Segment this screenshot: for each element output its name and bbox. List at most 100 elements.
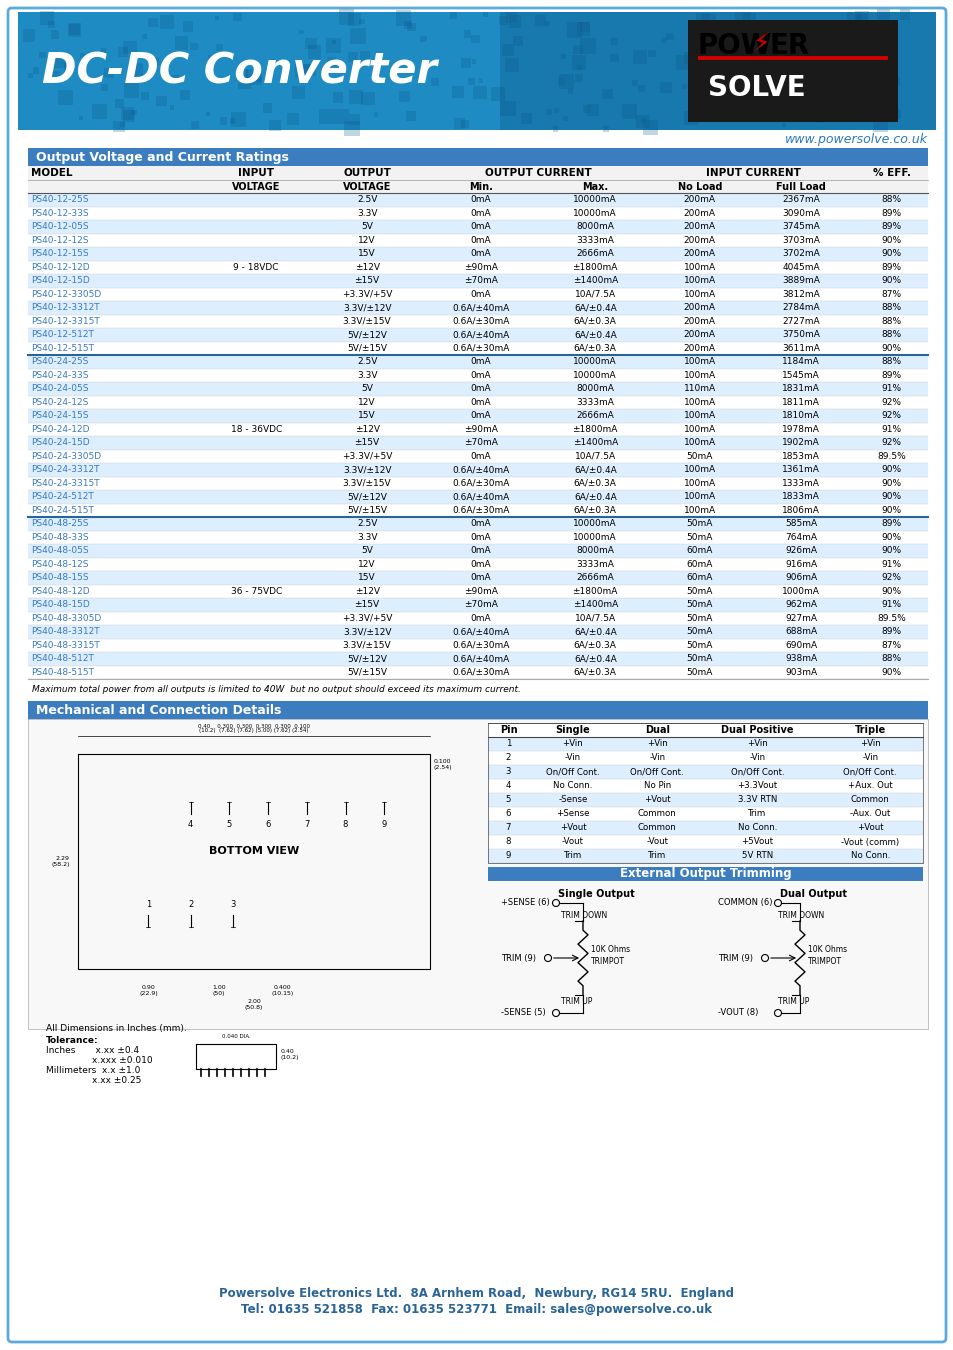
- Text: 89%: 89%: [881, 223, 901, 231]
- Text: 926mA: 926mA: [784, 547, 817, 555]
- Bar: [344, 120, 359, 136]
- Text: 0mA: 0mA: [471, 398, 491, 406]
- Text: 90%: 90%: [881, 506, 901, 514]
- Text: +Vout: +Vout: [559, 824, 586, 833]
- Bar: [488, 849, 923, 863]
- Text: PS40-48-33S: PS40-48-33S: [30, 533, 89, 541]
- Text: 916mA: 916mA: [784, 560, 817, 568]
- Bar: [816, 116, 823, 123]
- Text: Dual Positive: Dual Positive: [720, 725, 793, 734]
- Text: 15V: 15V: [358, 574, 375, 582]
- Text: 1831mA: 1831mA: [781, 385, 820, 393]
- Text: OUTPUT: OUTPUT: [343, 167, 391, 178]
- Text: PS40-12-515T: PS40-12-515T: [30, 344, 94, 352]
- Bar: [28, 369, 927, 382]
- Bar: [28, 220, 927, 234]
- Bar: [772, 43, 781, 53]
- Bar: [802, 72, 814, 82]
- Text: 6A/±0.4A: 6A/±0.4A: [574, 655, 616, 663]
- Bar: [631, 80, 638, 85]
- Text: 100mA: 100mA: [683, 506, 715, 514]
- Text: 88%: 88%: [881, 358, 901, 366]
- Text: PS40-12-512T: PS40-12-512T: [30, 331, 93, 339]
- Text: -Aux. Out: -Aux. Out: [849, 810, 889, 818]
- Text: Inches       x.xx ±0.4: Inches x.xx ±0.4: [46, 1046, 139, 1054]
- Text: ±1400mA: ±1400mA: [572, 277, 618, 285]
- Text: 2: 2: [188, 900, 193, 910]
- Bar: [28, 288, 927, 301]
- Bar: [899, 9, 909, 20]
- Text: ±12V: ±12V: [355, 263, 379, 271]
- Bar: [822, 66, 833, 76]
- Text: 91%: 91%: [881, 601, 901, 609]
- Text: 5V/±12V: 5V/±12V: [347, 655, 387, 663]
- Bar: [774, 74, 787, 86]
- Bar: [807, 82, 811, 86]
- Text: 0mA: 0mA: [471, 560, 491, 568]
- Text: PS40-48-3315T: PS40-48-3315T: [30, 641, 100, 649]
- Bar: [562, 116, 568, 120]
- Bar: [332, 40, 335, 45]
- Bar: [28, 517, 927, 531]
- Text: No Conn.: No Conn.: [850, 852, 889, 860]
- Text: VOLTAGE: VOLTAGE: [342, 181, 391, 192]
- Bar: [406, 111, 416, 120]
- Text: ±70mA: ±70mA: [464, 601, 497, 609]
- Text: PS40-12-12D: PS40-12-12D: [30, 263, 90, 271]
- Bar: [28, 701, 927, 720]
- Text: +SENSE (6): +SENSE (6): [500, 899, 549, 907]
- Text: 0.6A/±40mA: 0.6A/±40mA: [452, 628, 509, 636]
- Text: External Output Trimming: External Output Trimming: [619, 868, 790, 880]
- Text: 90%: 90%: [881, 479, 901, 487]
- Text: 5: 5: [227, 821, 232, 829]
- Bar: [683, 51, 696, 65]
- Bar: [208, 55, 213, 61]
- Text: 200mA: 200mA: [683, 344, 715, 352]
- Text: Dual: Dual: [644, 725, 669, 734]
- Text: On/Off Cont.: On/Off Cont.: [545, 768, 599, 776]
- Text: % EFF.: % EFF.: [872, 167, 909, 178]
- Text: 3.3V: 3.3V: [356, 209, 377, 217]
- Text: PS40-12-3312T: PS40-12-3312T: [30, 304, 99, 312]
- Bar: [28, 148, 927, 166]
- Text: ⚡: ⚡: [752, 32, 770, 55]
- Bar: [28, 720, 927, 1029]
- Text: 1811mA: 1811mA: [781, 398, 820, 406]
- Text: 0.6A/±40mA: 0.6A/±40mA: [452, 331, 509, 339]
- Text: Pin: Pin: [499, 725, 517, 734]
- Text: 100mA: 100mA: [683, 425, 715, 433]
- Text: www.powersolve.co.uk: www.powersolve.co.uk: [784, 134, 927, 147]
- Text: ±90mA: ±90mA: [464, 263, 497, 271]
- Bar: [804, 50, 818, 63]
- Text: PS40-24-515T: PS40-24-515T: [30, 506, 93, 514]
- Bar: [579, 22, 589, 32]
- Text: 3.3V: 3.3V: [356, 371, 377, 379]
- Text: On/Off Cont.: On/Off Cont.: [630, 768, 683, 776]
- Bar: [292, 86, 305, 99]
- Text: Tel: 01635 521858  Fax: 01635 523771  Email: sales@powersolve.co.uk: Tel: 01635 521858 Fax: 01635 523771 Emai…: [241, 1304, 712, 1316]
- Text: PS40-48-515T: PS40-48-515T: [30, 668, 94, 676]
- Bar: [334, 109, 348, 124]
- Text: -SENSE (5): -SENSE (5): [500, 1008, 545, 1018]
- Bar: [171, 76, 179, 84]
- Text: 6A/±0.4A: 6A/±0.4A: [574, 304, 616, 312]
- Text: 3.3V/±15V: 3.3V/±15V: [342, 317, 391, 325]
- Text: Millimeters  x.x ±1.0: Millimeters x.x ±1.0: [46, 1066, 140, 1075]
- Bar: [566, 22, 581, 38]
- Bar: [545, 109, 551, 115]
- Bar: [602, 127, 609, 132]
- Text: 50mA: 50mA: [686, 655, 712, 663]
- Text: PS40-24-3305D: PS40-24-3305D: [30, 452, 101, 460]
- Text: 0.6A/±40mA: 0.6A/±40mA: [452, 466, 509, 474]
- Bar: [449, 12, 456, 19]
- Text: 50mA: 50mA: [686, 668, 712, 676]
- Bar: [699, 62, 713, 77]
- Bar: [513, 35, 522, 46]
- Text: +Vin: +Vin: [562, 740, 582, 748]
- Text: Triple: Triple: [854, 725, 885, 734]
- Text: Trim: Trim: [563, 852, 581, 860]
- Text: Single Output: Single Output: [558, 890, 634, 899]
- Bar: [23, 30, 35, 42]
- Bar: [431, 78, 438, 85]
- Text: 0.6A/±30mA: 0.6A/±30mA: [452, 479, 509, 487]
